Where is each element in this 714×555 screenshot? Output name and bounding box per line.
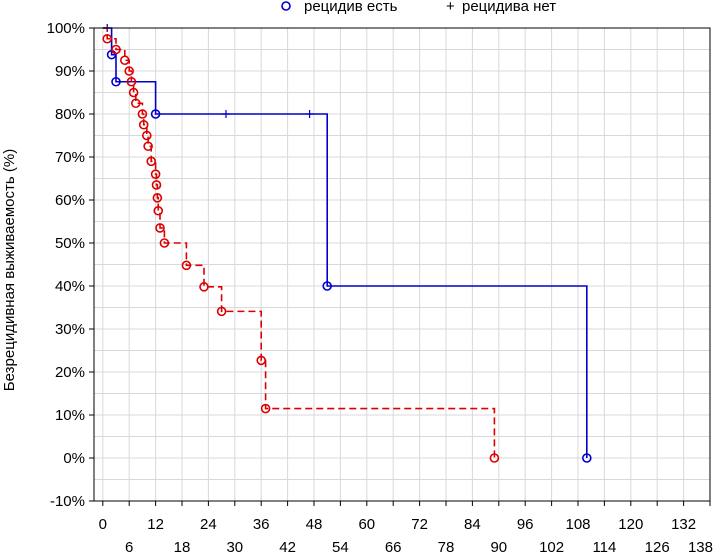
x-tick-label: 54 [332,539,349,555]
x-tick-label: 120 [618,516,643,533]
legend-complete-label: рецидив есть [304,0,398,15]
event-marker [128,87,139,98]
legend-censored-label: рецидива нет [462,0,556,15]
x-tick-label: 12 [147,516,164,533]
event-marker [260,403,271,414]
y-axis-label: Безрецидивная выживаемость (%) [1,149,18,391]
plot-frame [93,27,711,502]
x-tick-label: 114 [592,539,616,555]
event-marker [138,119,149,130]
x-tick-label: 72 [411,516,428,533]
x-tick-label: 6 [125,539,133,555]
event-marker [146,156,156,167]
x-tick-label: 78 [438,539,455,555]
y-tick-label: 10% [55,407,85,424]
x-tick-label: 0 [99,516,107,533]
x-tick-label: 132 [671,516,696,533]
event-marker [111,76,121,87]
event-marker [126,76,137,87]
x-tick-label: 126 [645,539,670,555]
x-tick-label: 108 [565,516,590,533]
event-marker [143,141,153,152]
event-marker [581,453,592,463]
event-marker [199,282,209,292]
x-tick-label: 138 [688,539,713,555]
event-marker [150,109,161,119]
x-tick-label: 96 [517,516,534,533]
censored-marker [305,110,314,118]
event-marker [102,33,112,44]
censored-marker [222,110,230,118]
y-tick-label: 40% [55,278,85,295]
y-tick-label: 60% [55,192,85,209]
y-tick-label: 80% [55,106,85,123]
x-tick-label: 84 [464,516,481,533]
event-marker [120,55,130,66]
y-tick-label: 70% [55,149,85,166]
event-marker [131,98,141,109]
event-marker [181,260,192,271]
event-marker [153,205,164,216]
event-marker [142,130,152,141]
axis-ticks: -10% 0% 10% 20% 30% 40% 50% 60% 70% 80% 90% 100% 0 12… [47,20,713,555]
x-tick-label: 102 [539,539,564,555]
y-tick-label: 0% [63,450,85,467]
event-marker [256,355,267,366]
event-marker [216,306,227,317]
x-tick-label: 60 [358,516,375,533]
x-tick-label: 66 [385,539,402,555]
event-marker [322,281,333,291]
legend: рецидив есть + рецидива нет [281,0,556,15]
y-tick-label: 20% [55,364,85,381]
x-tick-label: 18 [174,539,191,555]
event-marker [150,169,161,179]
event-marker [159,238,170,248]
event-marker [489,453,500,463]
y-tick-label: -10% [50,493,85,510]
event-marker [152,193,163,203]
event-marker [111,44,121,55]
legend-censored-marker: + [446,0,455,15]
x-tick-label: 48 [306,516,323,533]
x-tick-label: 36 [253,516,270,533]
x-tick-label: 24 [200,516,217,533]
y-tick-label: 50% [55,235,85,252]
survival-curves [102,24,592,463]
survival-curve [102,27,496,458]
y-tick-label: 30% [55,321,85,338]
x-tick-label: 42 [279,539,296,555]
event-marker [124,66,134,76]
y-tick-label: 90% [55,63,85,80]
legend-complete-marker [281,1,291,11]
y-tick-label: 100% [47,20,85,37]
series-group [102,27,500,463]
event-marker [137,109,148,119]
x-tick-label: 30 [226,539,243,555]
event-marker [155,223,165,233]
x-tick-label: 90 [490,539,507,555]
event-marker [151,180,162,190]
survival-curve [102,27,588,458]
